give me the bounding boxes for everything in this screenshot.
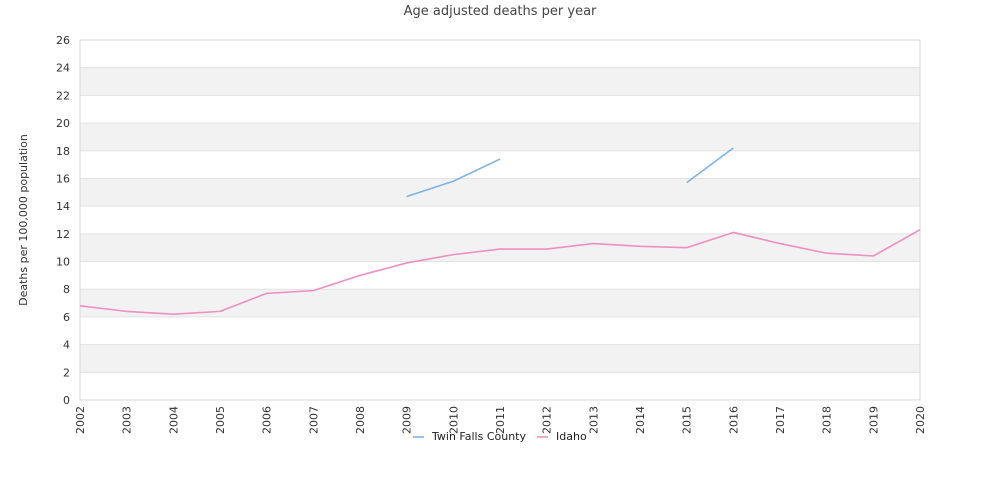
y-tick-label: 10	[56, 256, 70, 269]
y-axis-title: Deaths per 100,000 population	[17, 134, 30, 306]
x-tick-label: 2002	[74, 406, 87, 434]
y-tick-label: 0	[63, 394, 70, 407]
grid-band	[80, 95, 920, 124]
x-tick-label: 2006	[261, 406, 274, 434]
x-tick-label: 2018	[821, 406, 834, 434]
x-tick-label: 2020	[914, 406, 927, 434]
x-tick-label: 2012	[541, 406, 554, 434]
y-tick-label: 8	[63, 283, 70, 296]
grid-band	[80, 67, 920, 96]
x-tick-label: 2010	[447, 406, 460, 434]
grid-band	[80, 316, 920, 345]
x-tick-label: 2005	[214, 406, 227, 434]
chart-title: Age adjusted deaths per year	[404, 4, 597, 19]
x-tick-label: 2017	[774, 406, 787, 434]
y-tick-label: 18	[56, 145, 70, 158]
x-tick-label: 2008	[354, 406, 367, 434]
y-tick-label: 24	[56, 62, 70, 75]
y-tick-label: 6	[63, 311, 70, 324]
series-line-twin-falls-county	[406, 158, 501, 198]
x-axis-ticks: 2002 2003 2004 2005 2006 2007 2008 2009 2010 2011…	[74, 406, 927, 434]
y-tick-label: 22	[56, 89, 70, 102]
grid-band	[80, 206, 920, 234]
x-tick-label: 2009	[401, 406, 414, 434]
legend-item[interactable]: Idaho	[537, 430, 587, 443]
series-lines	[79, 147, 921, 315]
x-tick-label: 2003	[121, 406, 134, 434]
y-tick-label: 2	[63, 366, 70, 379]
grid-band	[80, 344, 920, 373]
grid-band	[80, 150, 920, 179]
grid-band	[80, 289, 920, 317]
y-tick-label: 12	[56, 228, 70, 241]
grid-band	[80, 40, 920, 68]
y-tick-label: 26	[56, 34, 70, 47]
x-tick-label: 2007	[307, 406, 320, 434]
plot-area	[79, 39, 921, 401]
series-line-twin-falls-county	[686, 147, 734, 184]
x-tick-label: 2019	[867, 406, 880, 434]
y-tick-label: 16	[56, 172, 70, 185]
x-tick-label: 2011	[494, 406, 507, 434]
x-tick-label: 2014	[634, 406, 647, 434]
grid-band	[80, 261, 920, 290]
grid-band	[80, 123, 920, 151]
legend-label: Twin Falls County	[431, 430, 526, 443]
y-tick-label: 14	[56, 200, 70, 213]
grid-band	[80, 233, 920, 262]
legend-item[interactable]: Twin Falls County	[413, 430, 526, 443]
grid-band	[80, 372, 920, 400]
series-line-idaho	[79, 228, 921, 315]
legend[interactable]: Twin Falls County Idaho	[413, 430, 587, 443]
y-tick-label: 4	[63, 339, 70, 352]
x-tick-label: 2004	[167, 406, 180, 434]
grid-band	[80, 178, 920, 207]
legend-label: Idaho	[556, 430, 587, 443]
x-tick-label: 2013	[587, 406, 600, 434]
y-tick-label: 20	[56, 117, 70, 130]
x-tick-label: 2015	[681, 406, 694, 434]
x-tick-label: 2016	[727, 406, 740, 434]
plot-background-bands	[80, 40, 920, 400]
